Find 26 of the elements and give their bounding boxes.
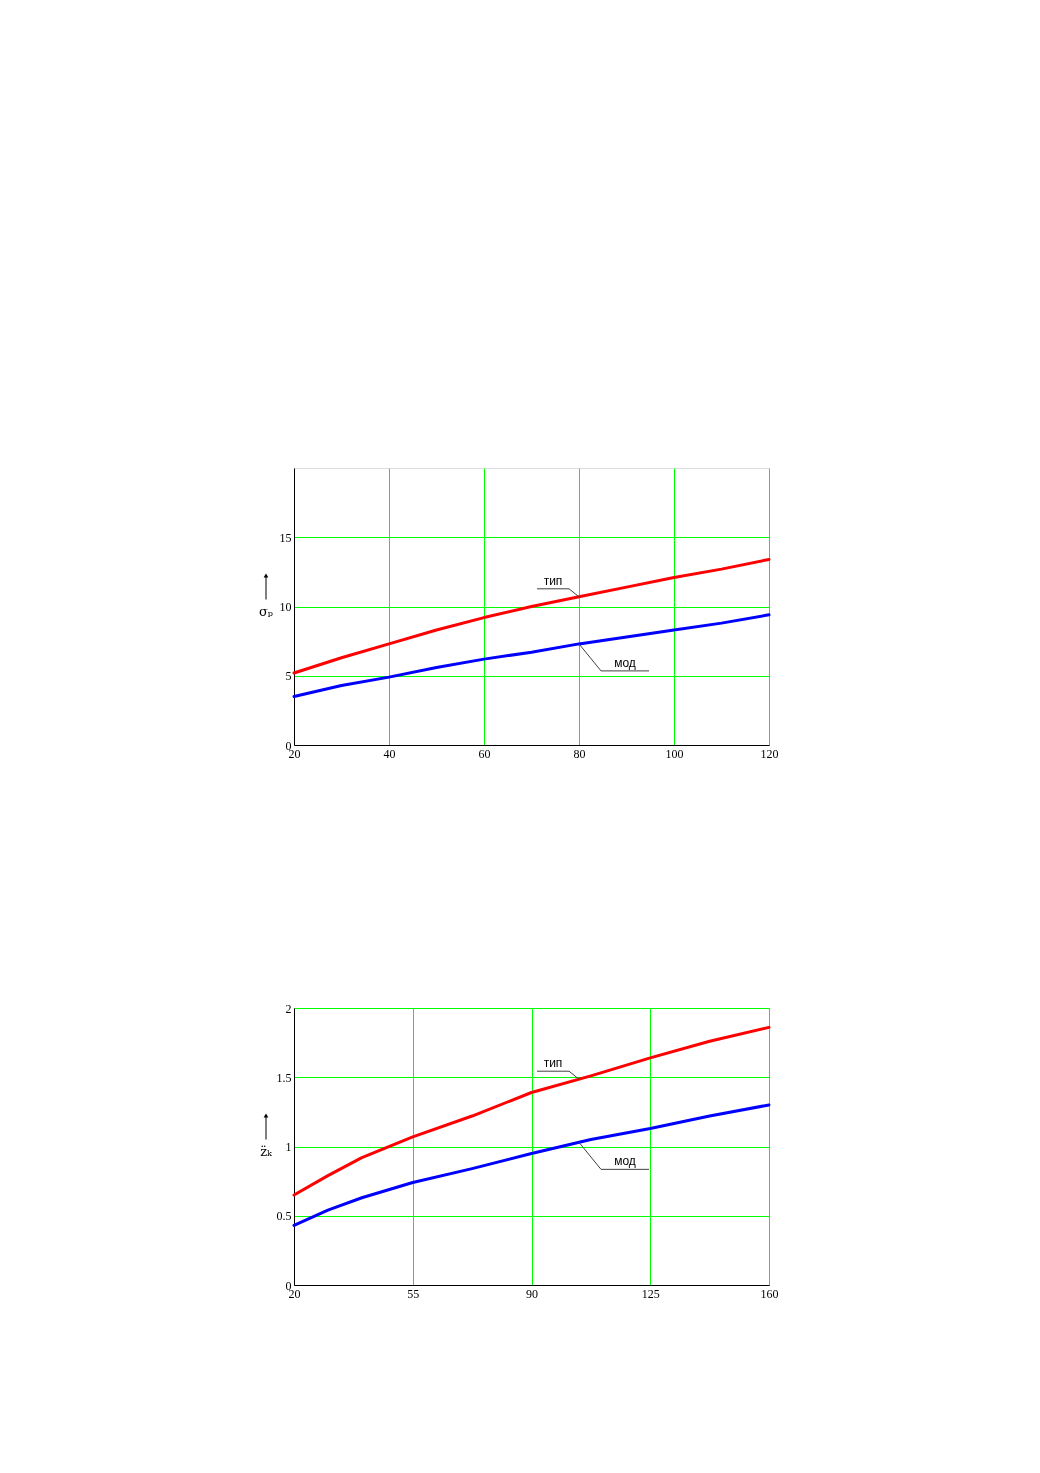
x-tick-label: 90 bbox=[526, 1286, 538, 1301]
y-tick-label: 2 bbox=[285, 1001, 292, 1016]
series-label: тип bbox=[543, 1056, 563, 1071]
line-series bbox=[292, 1103, 771, 1227]
x-tick-label: 40 bbox=[383, 746, 396, 761]
series-label: мод bbox=[614, 1154, 636, 1169]
series-label: тип bbox=[543, 573, 563, 588]
x-tick-label: 125 bbox=[641, 1286, 660, 1301]
line-series bbox=[292, 557, 771, 675]
series-label: мод bbox=[614, 655, 636, 670]
line-series bbox=[292, 1025, 771, 1197]
y-axis-title: z̈ₖ bbox=[260, 1143, 274, 1159]
y-tick-label: 0.5 bbox=[276, 1209, 292, 1224]
y-tick-label: 10 bbox=[279, 600, 292, 614]
x-tick-label: 100 bbox=[665, 746, 684, 761]
y-axis-title: σₚ bbox=[258, 603, 274, 619]
y-tick-label: 1 bbox=[285, 1140, 292, 1154]
y-tick-label: 15 bbox=[279, 530, 292, 545]
y-tick-label: 1.5 bbox=[276, 1070, 292, 1085]
y-tick-label: 5 bbox=[285, 669, 292, 684]
x-tick-label: 80 bbox=[573, 746, 586, 761]
x-tick-label: 60 bbox=[478, 746, 491, 761]
x-tick-label: 120 bbox=[760, 746, 779, 761]
line-series bbox=[292, 613, 771, 699]
x-tick-label: 160 bbox=[760, 1286, 779, 1301]
x-tick-label: 55 bbox=[407, 1286, 420, 1301]
